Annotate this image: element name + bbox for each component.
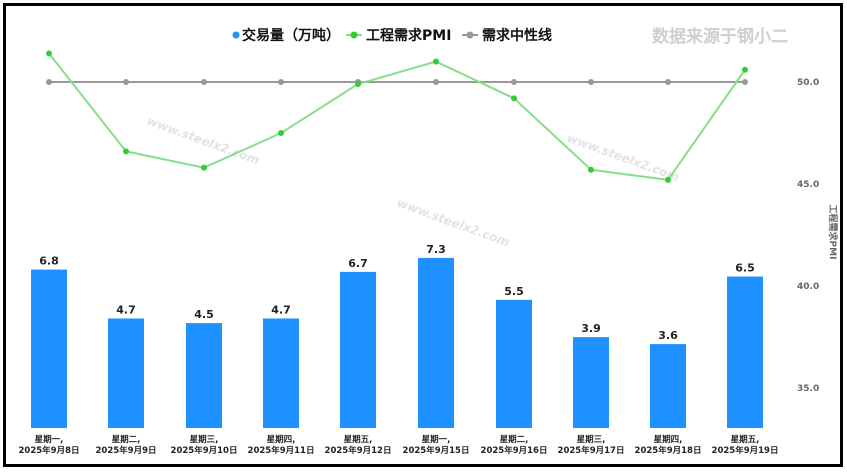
line-point	[665, 176, 671, 183]
line-point	[433, 79, 439, 85]
line-point	[511, 95, 517, 102]
bar	[108, 318, 144, 428]
x-tick-label: 星期四,	[654, 434, 683, 445]
x-tick-label: 2025年9月17日	[558, 445, 625, 456]
x-tick-label: 星期五,	[344, 434, 373, 445]
series-line	[48, 52, 746, 181]
bar-data-label: 6.7	[348, 257, 368, 270]
bar-data-label: 5.5	[504, 285, 524, 298]
legend-marker	[350, 31, 358, 39]
x-tick-label: 2025年9月9日	[96, 445, 157, 456]
x-tick-label: 星期二,	[112, 434, 141, 445]
y2-tick-label: 35.0	[797, 384, 819, 394]
x-tick-label: 2025年9月16日	[481, 445, 548, 456]
bar-data-label: 7.3	[426, 243, 446, 256]
x-tick-label: 星期二,	[500, 434, 529, 445]
line-point	[278, 79, 284, 85]
legend-item[interactable]: 工程需求PMI	[366, 27, 451, 44]
line-point	[588, 166, 594, 173]
line-point	[588, 79, 594, 85]
bar-data-label: 4.5	[194, 308, 214, 321]
line-point	[665, 79, 671, 85]
x-tick-label: 2025年9月19日	[712, 445, 779, 456]
y2-tick-label: 50.0	[797, 78, 819, 88]
line-point	[742, 79, 748, 85]
line-point	[278, 130, 284, 136]
bar-data-label: 6.5	[735, 262, 755, 275]
x-tick-label: 星期三,	[190, 434, 219, 445]
legend-item[interactable]: 交易量（万吨）	[242, 27, 340, 44]
y2-axis-label: 工程需求PMI	[827, 205, 839, 260]
chart-frame: www.steelx2.com www.steelx2.com www.steelx…	[3, 3, 843, 467]
x-tick-label: 2025年9月10日	[171, 445, 238, 456]
line-point	[46, 79, 52, 85]
x-tick-label: 2025年9月15日	[403, 445, 470, 456]
x-tick-label: 2025年9月18日	[635, 445, 702, 456]
x-tick-label: 2025年9月8日	[19, 445, 80, 456]
line-point	[355, 81, 361, 88]
line-point	[511, 79, 517, 85]
bar	[727, 276, 763, 428]
x-tick-label: 星期五,	[731, 434, 760, 445]
legend-marker	[466, 31, 474, 39]
source-note: 数据来源于钢小二	[652, 26, 788, 47]
bar	[650, 344, 686, 428]
y2-tick-label: 45.0	[797, 180, 819, 190]
x-tick-label: 星期一,	[35, 434, 64, 445]
line-point	[123, 79, 129, 85]
watermark: www.steelx2.com	[395, 196, 511, 250]
x-tick-label: 2025年9月12日	[325, 445, 392, 456]
watermark: www.steelx2.com	[565, 131, 681, 185]
bar	[418, 257, 454, 428]
line-point	[742, 66, 748, 73]
bar	[186, 323, 222, 428]
x-tick-label: 星期四,	[267, 434, 296, 445]
chart: www.steelx2.comwww.steelx2.comwww.steelx…	[19, 26, 840, 456]
legend-marker	[232, 31, 240, 39]
line-point	[201, 79, 207, 85]
bar	[340, 271, 376, 428]
bar-data-label: 6.8	[39, 255, 59, 268]
bar-data-label: 4.7	[271, 303, 291, 316]
legend-item[interactable]: 需求中性线	[482, 27, 552, 44]
line-point	[46, 50, 52, 57]
line-point	[123, 148, 129, 155]
bar-data-label: 3.6	[658, 329, 678, 342]
x-tick-label: 2025年9月11日	[248, 445, 315, 456]
line-point	[433, 58, 439, 65]
line-point	[201, 164, 207, 171]
x-tick-label: 星期三,	[577, 434, 606, 445]
bar-data-label: 4.7	[116, 303, 136, 316]
bar	[573, 337, 609, 428]
bar	[31, 269, 67, 428]
bar	[496, 299, 532, 428]
bar	[263, 318, 299, 428]
y2-tick-label: 40.0	[797, 282, 819, 292]
x-tick-label: 星期一,	[422, 434, 451, 445]
bar-data-label: 3.9	[581, 322, 601, 335]
